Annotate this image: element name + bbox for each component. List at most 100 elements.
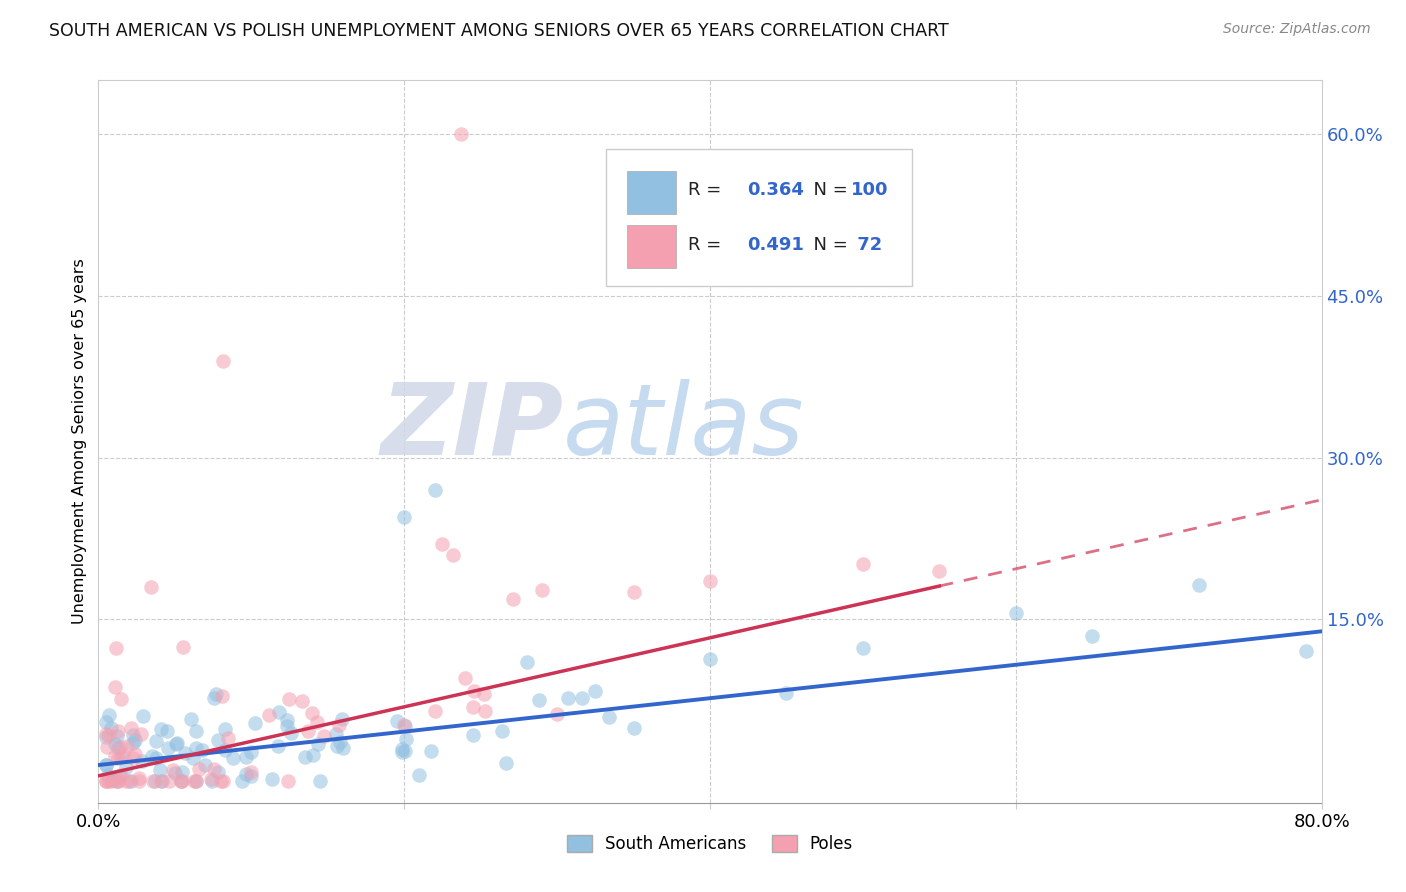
Point — [191, 742, 214, 756]
Point — [408, 768, 430, 782]
Point — [441, 548, 464, 562]
Point — [214, 723, 236, 737]
Text: R =: R = — [688, 236, 727, 254]
Point — [122, 751, 145, 765]
Point — [516, 656, 538, 670]
Point — [276, 713, 298, 727]
Point — [430, 537, 453, 551]
Point — [280, 725, 302, 739]
Point — [211, 689, 233, 703]
Point — [173, 746, 195, 760]
Point — [115, 760, 138, 774]
Point — [110, 768, 132, 782]
Point — [325, 727, 347, 741]
Point — [391, 745, 413, 759]
Point — [165, 766, 187, 780]
Text: R =: R = — [688, 181, 727, 199]
Point — [165, 737, 187, 751]
Point — [257, 707, 280, 722]
Point — [385, 714, 408, 728]
Text: ZIP: ZIP — [380, 378, 564, 475]
Point — [166, 736, 188, 750]
Point — [170, 774, 193, 789]
Point — [1004, 606, 1026, 620]
Point — [94, 774, 117, 789]
Point — [110, 739, 132, 754]
Text: N =: N = — [801, 236, 853, 254]
Point — [157, 774, 180, 789]
Point — [104, 749, 127, 764]
Point — [115, 774, 138, 789]
Point — [598, 710, 620, 724]
Point — [583, 684, 606, 698]
Point — [474, 704, 496, 718]
Point — [145, 733, 167, 747]
Text: SOUTH AMERICAN VS POLISH UNEMPLOYMENT AMONG SENIORS OVER 65 YEARS CORRELATION CH: SOUTH AMERICAN VS POLISH UNEMPLOYMENT AM… — [49, 22, 949, 40]
Point — [291, 694, 314, 708]
Point — [202, 762, 225, 776]
Point — [194, 758, 217, 772]
Point — [775, 686, 797, 700]
Point — [205, 687, 228, 701]
Text: Source: ZipAtlas.com: Source: ZipAtlas.com — [1223, 22, 1371, 37]
Point — [571, 691, 593, 706]
FancyBboxPatch shape — [627, 170, 676, 214]
Point — [294, 749, 316, 764]
Point — [472, 687, 495, 701]
Point — [235, 750, 257, 764]
Point — [209, 774, 232, 789]
Point — [110, 749, 132, 764]
Point — [1188, 578, 1211, 592]
Point — [156, 724, 179, 739]
Point — [454, 671, 477, 685]
FancyBboxPatch shape — [606, 149, 912, 286]
Point — [149, 722, 172, 736]
Point — [94, 758, 117, 772]
Point — [143, 774, 166, 789]
Text: 100: 100 — [851, 181, 889, 199]
Point — [107, 774, 129, 789]
Point — [329, 735, 352, 749]
Point — [97, 707, 120, 722]
Point — [699, 652, 721, 666]
Point — [623, 585, 645, 599]
Point — [463, 728, 485, 742]
Point — [200, 772, 222, 786]
Point — [170, 773, 193, 788]
Point — [122, 736, 145, 750]
Point — [97, 728, 120, 742]
Point — [170, 774, 193, 789]
Point — [188, 763, 211, 777]
Point — [115, 739, 138, 754]
Text: atlas: atlas — [564, 378, 804, 475]
Y-axis label: Unemployment Among Seniors over 65 years: Unemployment Among Seniors over 65 years — [72, 259, 87, 624]
Point — [149, 763, 172, 777]
Point — [107, 741, 129, 756]
Point — [180, 712, 202, 726]
Point — [852, 641, 875, 656]
Point — [183, 774, 205, 789]
Point — [301, 706, 323, 720]
FancyBboxPatch shape — [627, 225, 676, 268]
Point — [129, 727, 152, 741]
Point — [330, 712, 353, 726]
Point — [207, 732, 229, 747]
Point — [243, 715, 266, 730]
Point — [150, 774, 173, 789]
Point — [491, 724, 513, 739]
Point — [104, 680, 127, 694]
Point — [309, 774, 332, 789]
Point — [142, 774, 165, 789]
Point — [156, 740, 179, 755]
Point — [394, 719, 416, 733]
Point — [239, 745, 262, 759]
Point — [392, 718, 416, 732]
Point — [122, 728, 145, 742]
Point — [260, 772, 283, 786]
Point — [107, 774, 129, 789]
Point — [235, 767, 257, 781]
Text: N =: N = — [801, 181, 853, 199]
Point — [217, 731, 239, 745]
Point — [170, 764, 193, 779]
Point — [111, 747, 134, 761]
